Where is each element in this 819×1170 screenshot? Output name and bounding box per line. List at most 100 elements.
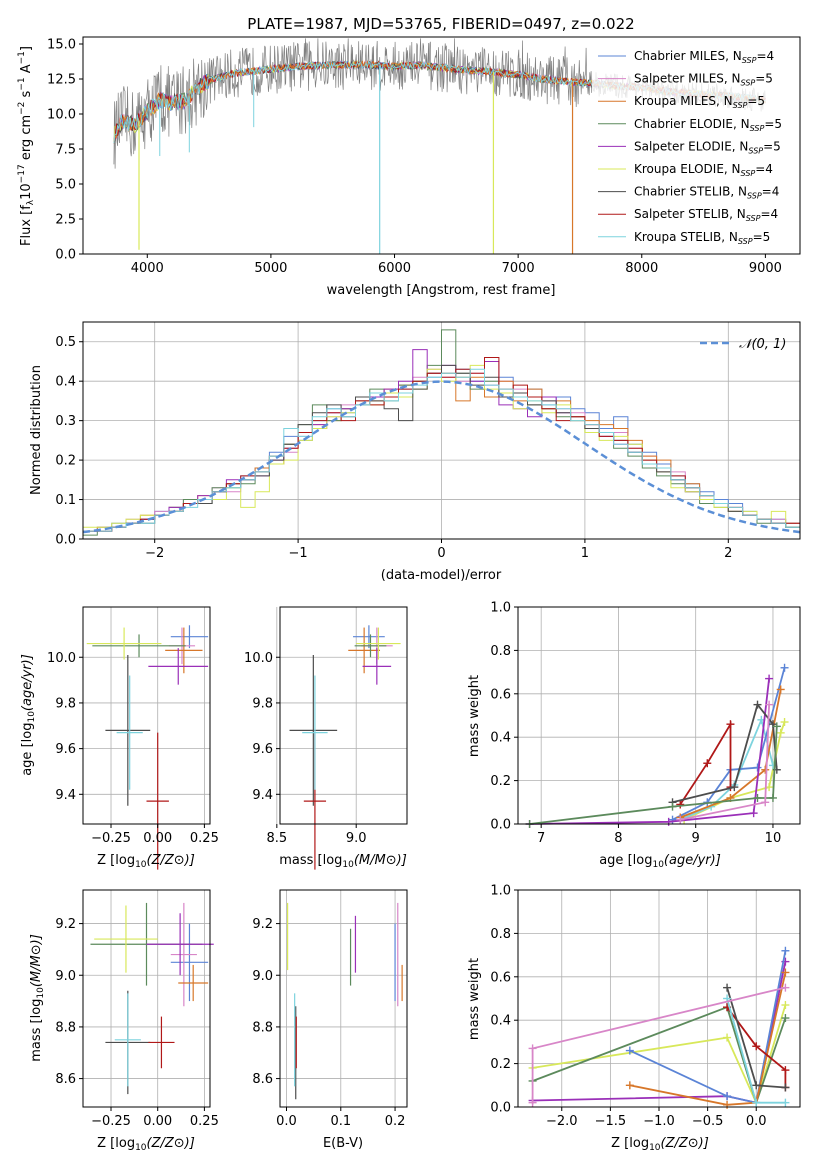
y-tick-label: 2.5	[55, 213, 76, 228]
mass-age-xlabel-end: (M/M⊙)]	[354, 853, 407, 868]
y-tick-label: 9.2	[55, 917, 76, 932]
z-mass-ylabel-end: (M/M⊙)]	[29, 934, 44, 987]
weight-series-line	[532, 1006, 787, 1106]
y-tick-label: 0.0	[490, 818, 511, 833]
x-tick-label: −2	[145, 546, 164, 561]
y-tick-label: 9.8	[252, 696, 273, 711]
y-tick-label: 0.6	[490, 687, 511, 702]
legend-label-sub: SSP	[741, 79, 756, 88]
figure-title: PLATE=1987, MJD=53765, FIBERID=0497, z=0…	[247, 15, 634, 33]
z-age-xlabel-main: Z [log	[97, 853, 135, 868]
z-mass-ticks: −0.25 0.00 0.25 8.6 8.8 9.0 9.2	[55, 917, 219, 1129]
x-tick-label: 2	[724, 546, 732, 561]
age-weight-plot	[518, 606, 800, 828]
legend-label: Salpeter STELIB, NSSP=4	[634, 207, 778, 223]
z-age-ticks: −0.25 0.00 0.25 9.4 9.6 9.8 10.0	[47, 651, 219, 846]
legend-label-main: Salpeter STELIB, N	[634, 207, 746, 221]
x-tick-label: 7	[537, 831, 545, 846]
y-tick-label: 0.2	[55, 454, 76, 469]
spectrum-panel: 4000 5000 6000 7000 8000 9000 0.0 2.5 5.0 7.5 10.0…	[17, 36, 801, 298]
mass-age-xlabel: mass [log10(M/M⊙)]	[279, 853, 407, 870]
x-tick-label: 0.0	[746, 1114, 767, 1129]
legend-label-end: =5	[747, 94, 765, 108]
ebv-mass-plot	[280, 890, 407, 1107]
z-mass-panel: −0.25 0.00 0.258.68.89.09.2 Z [log10(Z/Z⊙)…	[29, 889, 219, 1153]
y-tick-label: 15.0	[47, 38, 76, 53]
y-tick-label: 0.2	[490, 774, 511, 789]
z-mass-ylabel-main: mass [log	[29, 999, 44, 1062]
z-mass-xlabel-main: Z [log	[97, 1136, 135, 1151]
y-tick-label: 0.2	[490, 1057, 511, 1072]
z-age-panel: −0.25 0.00 0.259.49.69.810.0 Z [log10(Z/Z⊙…	[20, 606, 219, 870]
x-tick-label: 6000	[378, 261, 411, 276]
weight-series-line	[683, 721, 786, 821]
residual-panel: −2 −1 0 1 2 0.0 0.1 0.2 0.3 0.4 0.5 (data-model)/e…	[29, 321, 801, 583]
y-tick-label: 0.8	[490, 927, 511, 942]
y-tick-label: 8.6	[252, 1072, 273, 1087]
residual-legend: 𝒩(0, 1)	[700, 337, 786, 352]
y-tick-label: 9.6	[252, 742, 273, 757]
age-weight-xlabel-sub: 10	[652, 860, 664, 870]
y-tick-label: 8.6	[55, 1072, 76, 1087]
legend-label-main: Salpeter MILES, N	[634, 72, 741, 86]
x-tick-label: 8000	[625, 261, 658, 276]
y-tick-label: 0.0	[55, 248, 76, 263]
spectrum-ylabel: Flux [fλ10−17 erg cm−2 s−1 A−1]	[17, 46, 36, 246]
legend-label: Kroupa ELODIE, NSSP=4	[634, 162, 773, 178]
legend-label-end: =4	[756, 49, 774, 63]
x-tick-label: −0.25	[91, 831, 131, 846]
normal-legend-label: 𝒩(0, 1)	[739, 337, 786, 352]
x-tick-label: 0.2	[385, 1114, 406, 1129]
y-tick-label: 0.1	[55, 493, 76, 508]
weight-series-line	[529, 726, 778, 825]
mass-age-frame	[279, 606, 408, 825]
z-weight-ylabel: mass weight	[467, 958, 482, 1040]
legend-label: Salpeter ELODIE, NSSP=5	[634, 139, 781, 155]
x-tick-label: 1	[581, 546, 589, 561]
y-tick-label: 12.5	[47, 73, 76, 88]
ebv-mass-panel: 0.0 0.1 0.2 8.6 8.8 9.0 9.2 E(B-V)	[252, 889, 408, 1151]
legend-label-end: =5	[763, 139, 781, 153]
legend-label: Kroupa STELIB, NSSP=5	[634, 230, 770, 246]
x-tick-label: 10	[765, 831, 782, 846]
legend-label-end: =4	[755, 162, 773, 176]
z-age-xlabel-sub: 10	[135, 860, 147, 870]
y-tick-label: 7.5	[55, 143, 76, 158]
spectrum-frame	[82, 36, 801, 255]
age-weight-ticks: 7 8 9 10 0.0 0.2 0.4 0.6 0.8 1.0	[490, 601, 781, 847]
z-weight-xlabel: Z [log10(Z/Z⊙)]	[611, 1136, 709, 1153]
x-tick-label: −1.5	[595, 1114, 627, 1129]
legend-label: Salpeter MILES, NSSP=5	[634, 72, 773, 88]
residual-xlabel: (data-model)/error	[381, 568, 502, 583]
y-tick-label: 0.0	[55, 533, 76, 548]
z-weight-xlabel-end: (Z/Z⊙)]	[661, 1136, 709, 1151]
x-tick-label: 9.0	[346, 831, 367, 846]
y-tick-label: 0.0	[490, 1101, 511, 1116]
residual-histogram	[83, 368, 800, 532]
legend-label-end: =5	[755, 72, 773, 86]
weight-series-line	[680, 704, 770, 821]
z-age-frame	[82, 606, 211, 825]
y-tick-label: 9.6	[55, 742, 76, 757]
x-tick-label: 9	[692, 831, 700, 846]
residual-ticks: −2 −1 0 1 2 0.0 0.1 0.2 0.3 0.4 0.5	[55, 335, 732, 561]
z-age-xlabel: Z [log10(Z/Z⊙)]	[97, 853, 195, 870]
spectrum-ticks: 4000 5000 6000 7000 8000 9000 0.0 2.5 5.0 7.5 10.0…	[47, 38, 782, 277]
legend-label-sub: SSP	[742, 56, 757, 65]
z-weight-ticks: −2.0 −1.5 −1.0 −0.5 0.0 0.0 0.2 0.4 0.6 0.8 1.0	[490, 884, 766, 1130]
y-tick-label: 1.0	[490, 884, 511, 899]
weight-series-line	[629, 950, 787, 1104]
x-tick-label: 0.25	[190, 831, 219, 846]
residual-ylabel: Normed distribution	[29, 365, 44, 495]
z-age-plot	[83, 607, 210, 870]
z-age-ylabel-end: (age/yr)]	[20, 654, 35, 711]
mass-age-panel: 8.5 9.0 9.4 9.6 9.8 10.0 mass [log10(M/M⊙)]	[244, 606, 408, 870]
x-tick-label: 0.1	[330, 1114, 351, 1129]
x-tick-label: −1.0	[643, 1114, 675, 1129]
mass-age-plot	[276, 607, 407, 870]
spectrum-xlabel: wavelength [Angstrom, rest frame]	[327, 283, 556, 298]
legend-label-sub: SSP	[741, 169, 756, 178]
y-tick-label: 10.0	[47, 651, 76, 666]
x-tick-label: 8.5	[266, 831, 287, 846]
legend-label-main: Kroupa ELODIE, N	[634, 162, 741, 176]
